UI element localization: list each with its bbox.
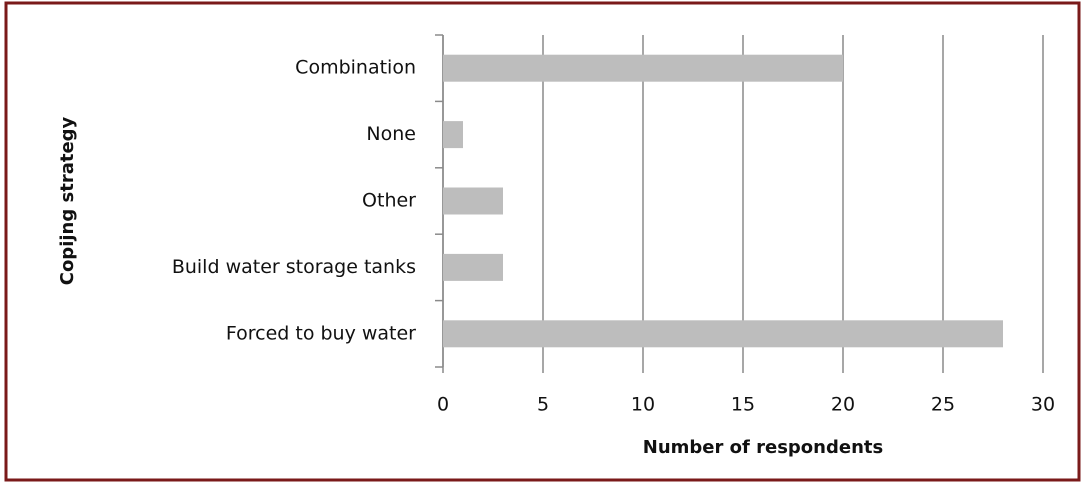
y-tick-label: Build water storage tanks <box>172 256 416 278</box>
frame <box>4 1 1081 482</box>
x-tick-label: 20 <box>831 394 855 416</box>
bar <box>443 253 503 281</box>
x-tick-label: 15 <box>731 394 755 416</box>
bar <box>443 121 463 149</box>
x-tick-label: 25 <box>931 394 955 416</box>
y-tick-label: Other <box>362 190 416 212</box>
x-tick-label: 5 <box>537 394 549 416</box>
x-tick-label: 0 <box>437 394 449 416</box>
bar <box>443 54 843 82</box>
x-tick-label: 30 <box>1031 394 1055 416</box>
y-axis-title: Copijng strategy <box>57 116 78 285</box>
y-tick-label: Forced to buy water <box>226 322 416 344</box>
y-tick-label: Combination <box>295 57 416 79</box>
x-tick-label: 10 <box>631 394 655 416</box>
bar <box>443 187 503 215</box>
bar <box>443 320 1003 348</box>
y-tick-label: None <box>366 123 416 145</box>
x-axis-title: Number of respondents <box>643 437 883 458</box>
